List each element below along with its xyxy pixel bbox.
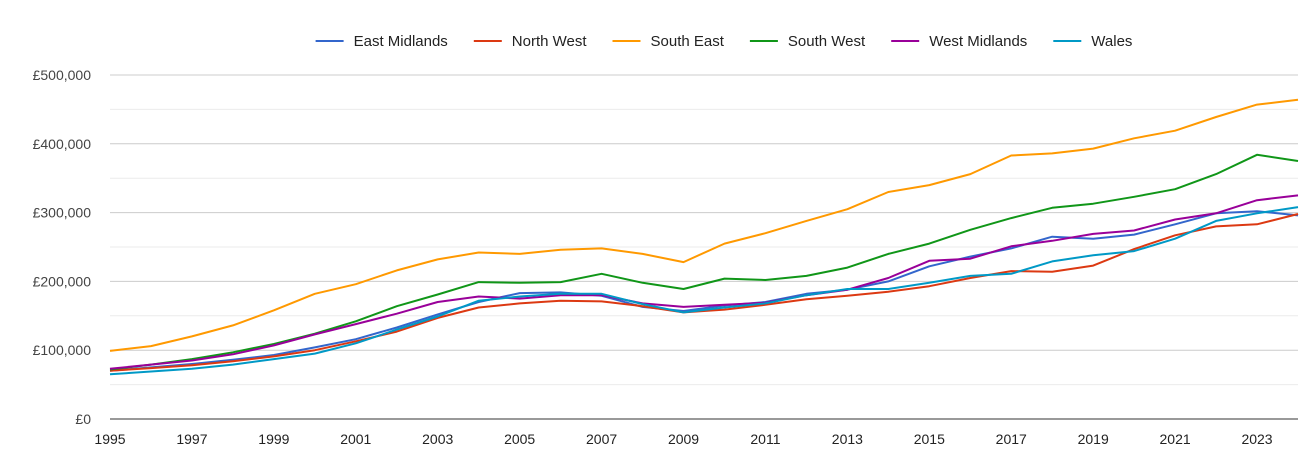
y-tick-label: £0: [75, 411, 91, 427]
legend: East Midlands North West South East South W…: [315, 33, 1132, 50]
x-tick-label: 2015: [914, 431, 945, 447]
x-tick-label: 2011: [750, 431, 780, 447]
legend-label: South West: [788, 33, 866, 50]
series-line-wales: [109, 206, 1299, 376]
x-tick-label: 1995: [94, 431, 125, 447]
legend-label: West Midlands: [929, 33, 1027, 50]
legend-item: West Midlands: [891, 33, 1027, 50]
x-tick-label: 2005: [504, 431, 535, 447]
x-tick-label: 2013: [832, 431, 863, 447]
series-line-south-west: [109, 153, 1299, 371]
legend-label: North West: [512, 33, 588, 50]
y-tick-label: £200,000: [33, 273, 92, 289]
series-line-north-west: [109, 213, 1299, 372]
axes: £0 £100,000 £200,000 £300,000 £400,000 £500,0…: [33, 67, 1273, 447]
series-line-east-midlands: [109, 210, 1299, 372]
legend-label: East Midlands: [354, 33, 448, 50]
y-tick-label: £500,000: [33, 67, 92, 83]
legend-item: South West: [749, 33, 866, 50]
x-tick-label: 2009: [668, 431, 699, 447]
x-tick-label: 2001: [340, 431, 371, 447]
x-tick-label: 1997: [176, 431, 207, 447]
legend-label: South East: [651, 33, 725, 50]
x-tick-label: 1999: [258, 431, 289, 447]
legend-label: Wales: [1091, 33, 1132, 50]
series-line-south-east: [109, 98, 1299, 352]
y-tick-label: £300,000: [33, 205, 92, 221]
legend-item: Wales: [1053, 33, 1132, 50]
y-tick-label: £100,000: [33, 342, 92, 358]
legend-item: East Midlands: [315, 33, 448, 50]
x-tick-label: 2017: [996, 431, 1027, 447]
x-tick-label: 2023: [1241, 431, 1272, 447]
y-tick-label: £400,000: [33, 136, 92, 152]
x-tick-label: 2003: [422, 431, 453, 447]
legend-item: South East: [612, 33, 725, 50]
x-tick-label: 2007: [586, 431, 617, 447]
gridlines: [110, 74, 1298, 420]
legend-item: North West: [473, 33, 588, 50]
series-line-west-midlands: [109, 194, 1299, 370]
series-lines: [109, 98, 1299, 376]
x-tick-label: 2021: [1160, 431, 1191, 447]
x-tick-label: 2019: [1078, 431, 1109, 447]
